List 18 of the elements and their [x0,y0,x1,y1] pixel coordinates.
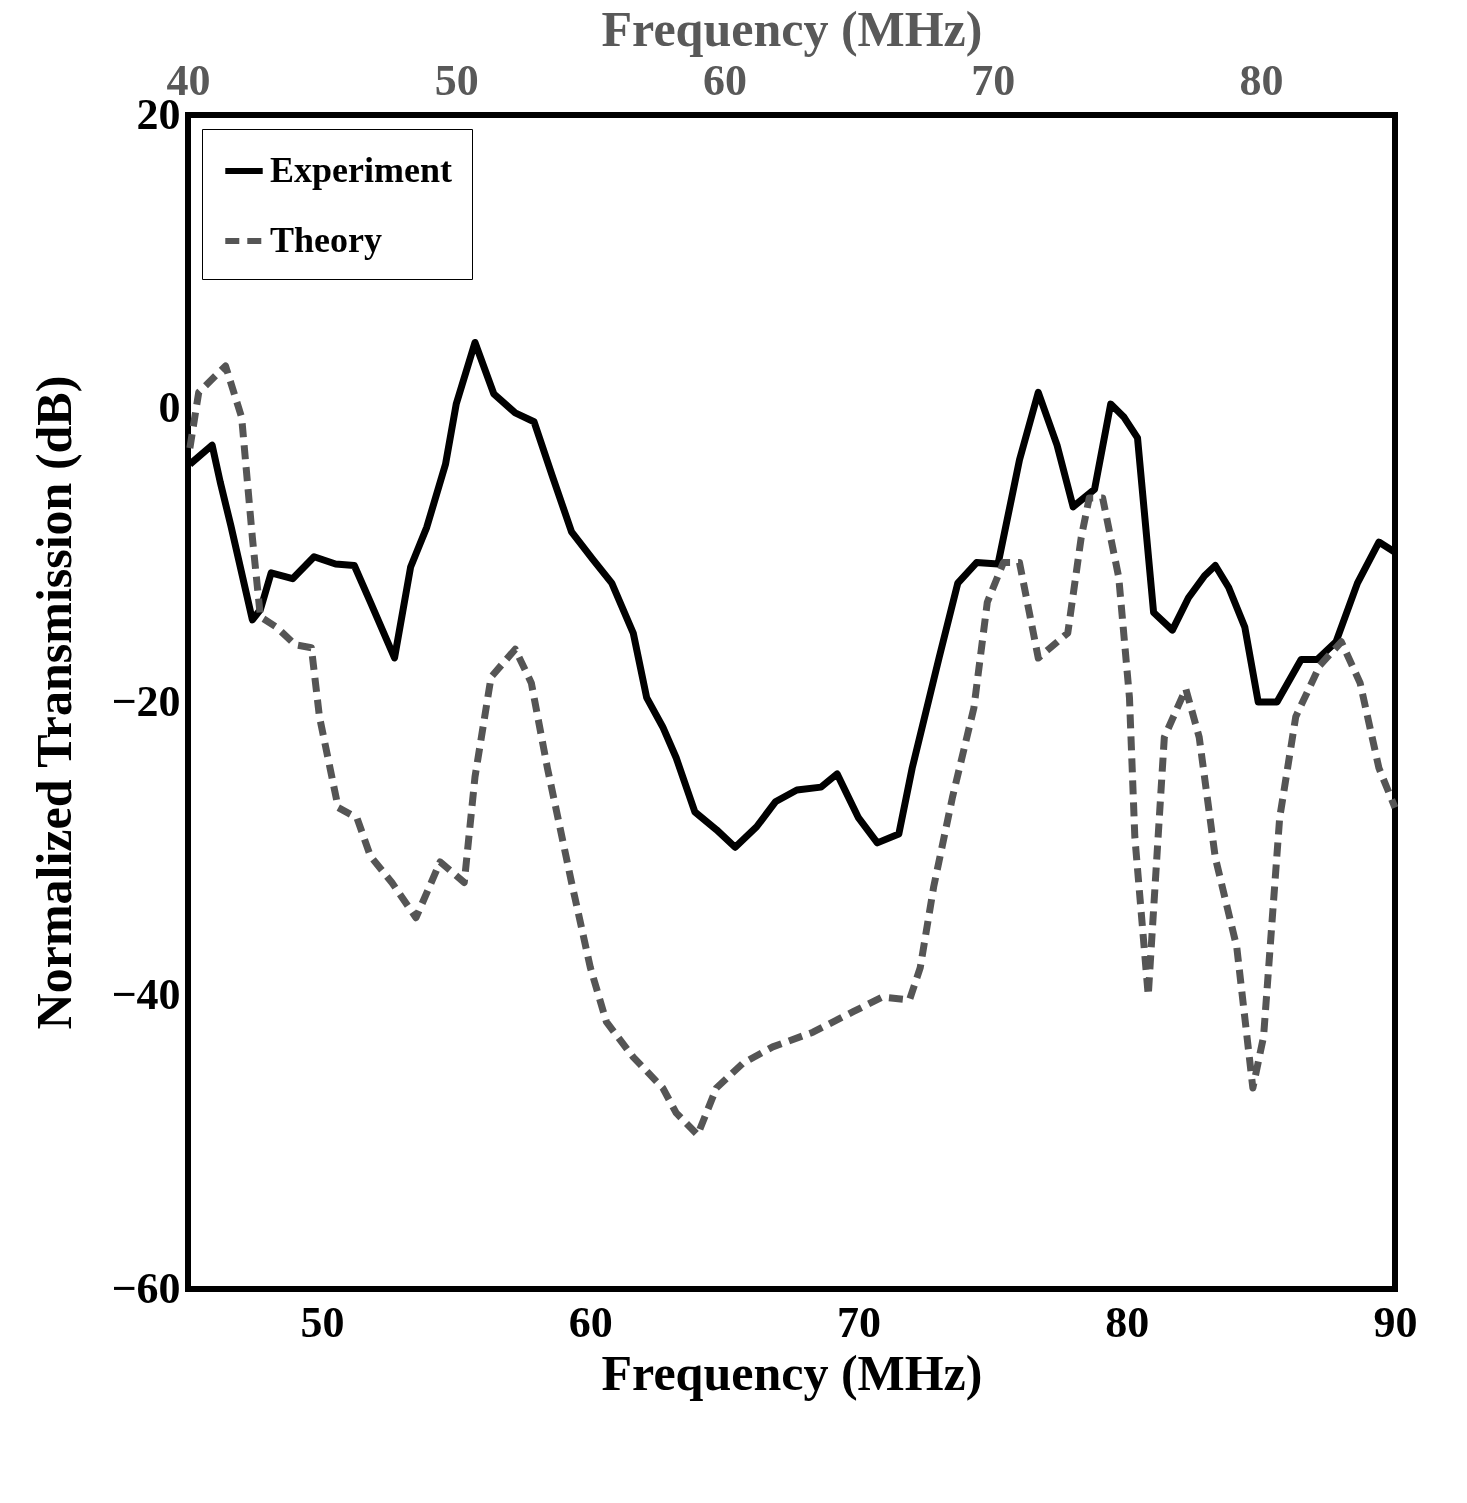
x-tick-label: 80 [1105,1297,1150,1347]
x2-tick-label: 50 [434,55,479,105]
y-tick-label: 0 [158,383,181,432]
x2-axis-title: Frequency (MHz) [601,0,983,57]
x-tick-label: 50 [300,1297,345,1347]
x2-tick-label: 60 [702,55,747,105]
x-tick-label: 90 [1373,1297,1418,1347]
x2-tick-label: 80 [1239,55,1284,105]
x-axis-title: Frequency (MHz) [601,1344,983,1401]
legend-label: Theory [270,220,382,260]
x-tick-label: 70 [837,1297,882,1347]
x2-tick-label: 70 [971,55,1016,105]
y-tick-label: −60 [111,1263,181,1313]
x-tick-label: 60 [568,1297,613,1347]
y-tick-label: −20 [111,676,181,726]
y-axis-title: Normalized Transmission (dB) [26,375,83,1030]
legend-label: Experiment [270,150,452,190]
y-tick-label: −40 [111,970,181,1019]
